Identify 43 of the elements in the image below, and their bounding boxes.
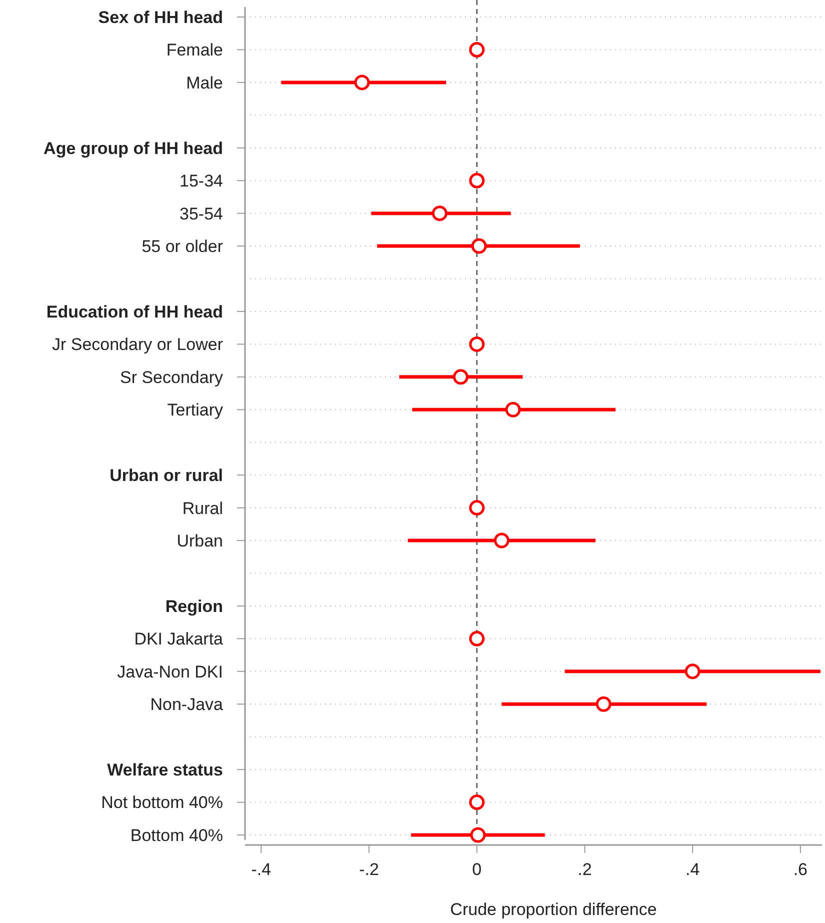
- y-tick-label: Male: [186, 73, 223, 92]
- y-tick-label: Welfare status: [107, 760, 223, 780]
- x-tick-label: -.2: [359, 860, 379, 879]
- x-tick-label: .6: [793, 860, 808, 879]
- point: [452, 369, 468, 385]
- x-tick-label: .2: [578, 860, 592, 879]
- x-tick-label: -.4: [251, 860, 272, 879]
- point: [469, 500, 485, 516]
- point: [494, 532, 510, 548]
- point: [469, 336, 485, 352]
- y-tick-label: Education of HH head: [46, 302, 223, 322]
- y-tick-label: Java-Non DKI: [117, 662, 223, 682]
- point: [469, 630, 485, 646]
- point: [354, 74, 370, 90]
- point: [469, 42, 485, 58]
- point: [596, 696, 612, 712]
- y-tick-label: Age group of HH head: [44, 138, 223, 158]
- y-tick-label: 35-54: [180, 204, 223, 224]
- x-tick-label: .4: [685, 860, 700, 879]
- point: [470, 827, 486, 843]
- y-tick-label: 15-34: [180, 172, 223, 191]
- y-tick-label: Bottom 40%: [130, 826, 223, 845]
- point: [432, 206, 448, 222]
- y-tick-label: Female: [166, 40, 223, 60]
- y-tick-label: Urban or rural: [110, 466, 223, 486]
- y-tick-label: 55 or older: [142, 236, 224, 256]
- point: [469, 172, 485, 188]
- y-tick-label: DKI Jakarta: [134, 630, 224, 649]
- y-tick-label: Non-Java: [150, 695, 224, 714]
- y-tick-label: Region: [165, 596, 223, 616]
- point: [469, 794, 485, 810]
- y-tick-label: Not bottom 40%: [101, 793, 223, 812]
- y-tick-label: Sr Secondary: [120, 368, 224, 387]
- point: [684, 664, 700, 680]
- y-tick-label: Rural: [182, 498, 223, 518]
- y-tick-label: Urban: [176, 531, 223, 550]
- x-axis-title: Crude proportion difference: [450, 900, 657, 919]
- point: [505, 402, 521, 418]
- point: [471, 238, 487, 254]
- y-tick-label: Jr Secondary or Lower: [52, 335, 224, 354]
- y-tick-label: Sex of HH head: [98, 8, 223, 27]
- y-tick-label: Tertiary: [167, 400, 224, 420]
- x-tick-label: 0: [472, 860, 482, 879]
